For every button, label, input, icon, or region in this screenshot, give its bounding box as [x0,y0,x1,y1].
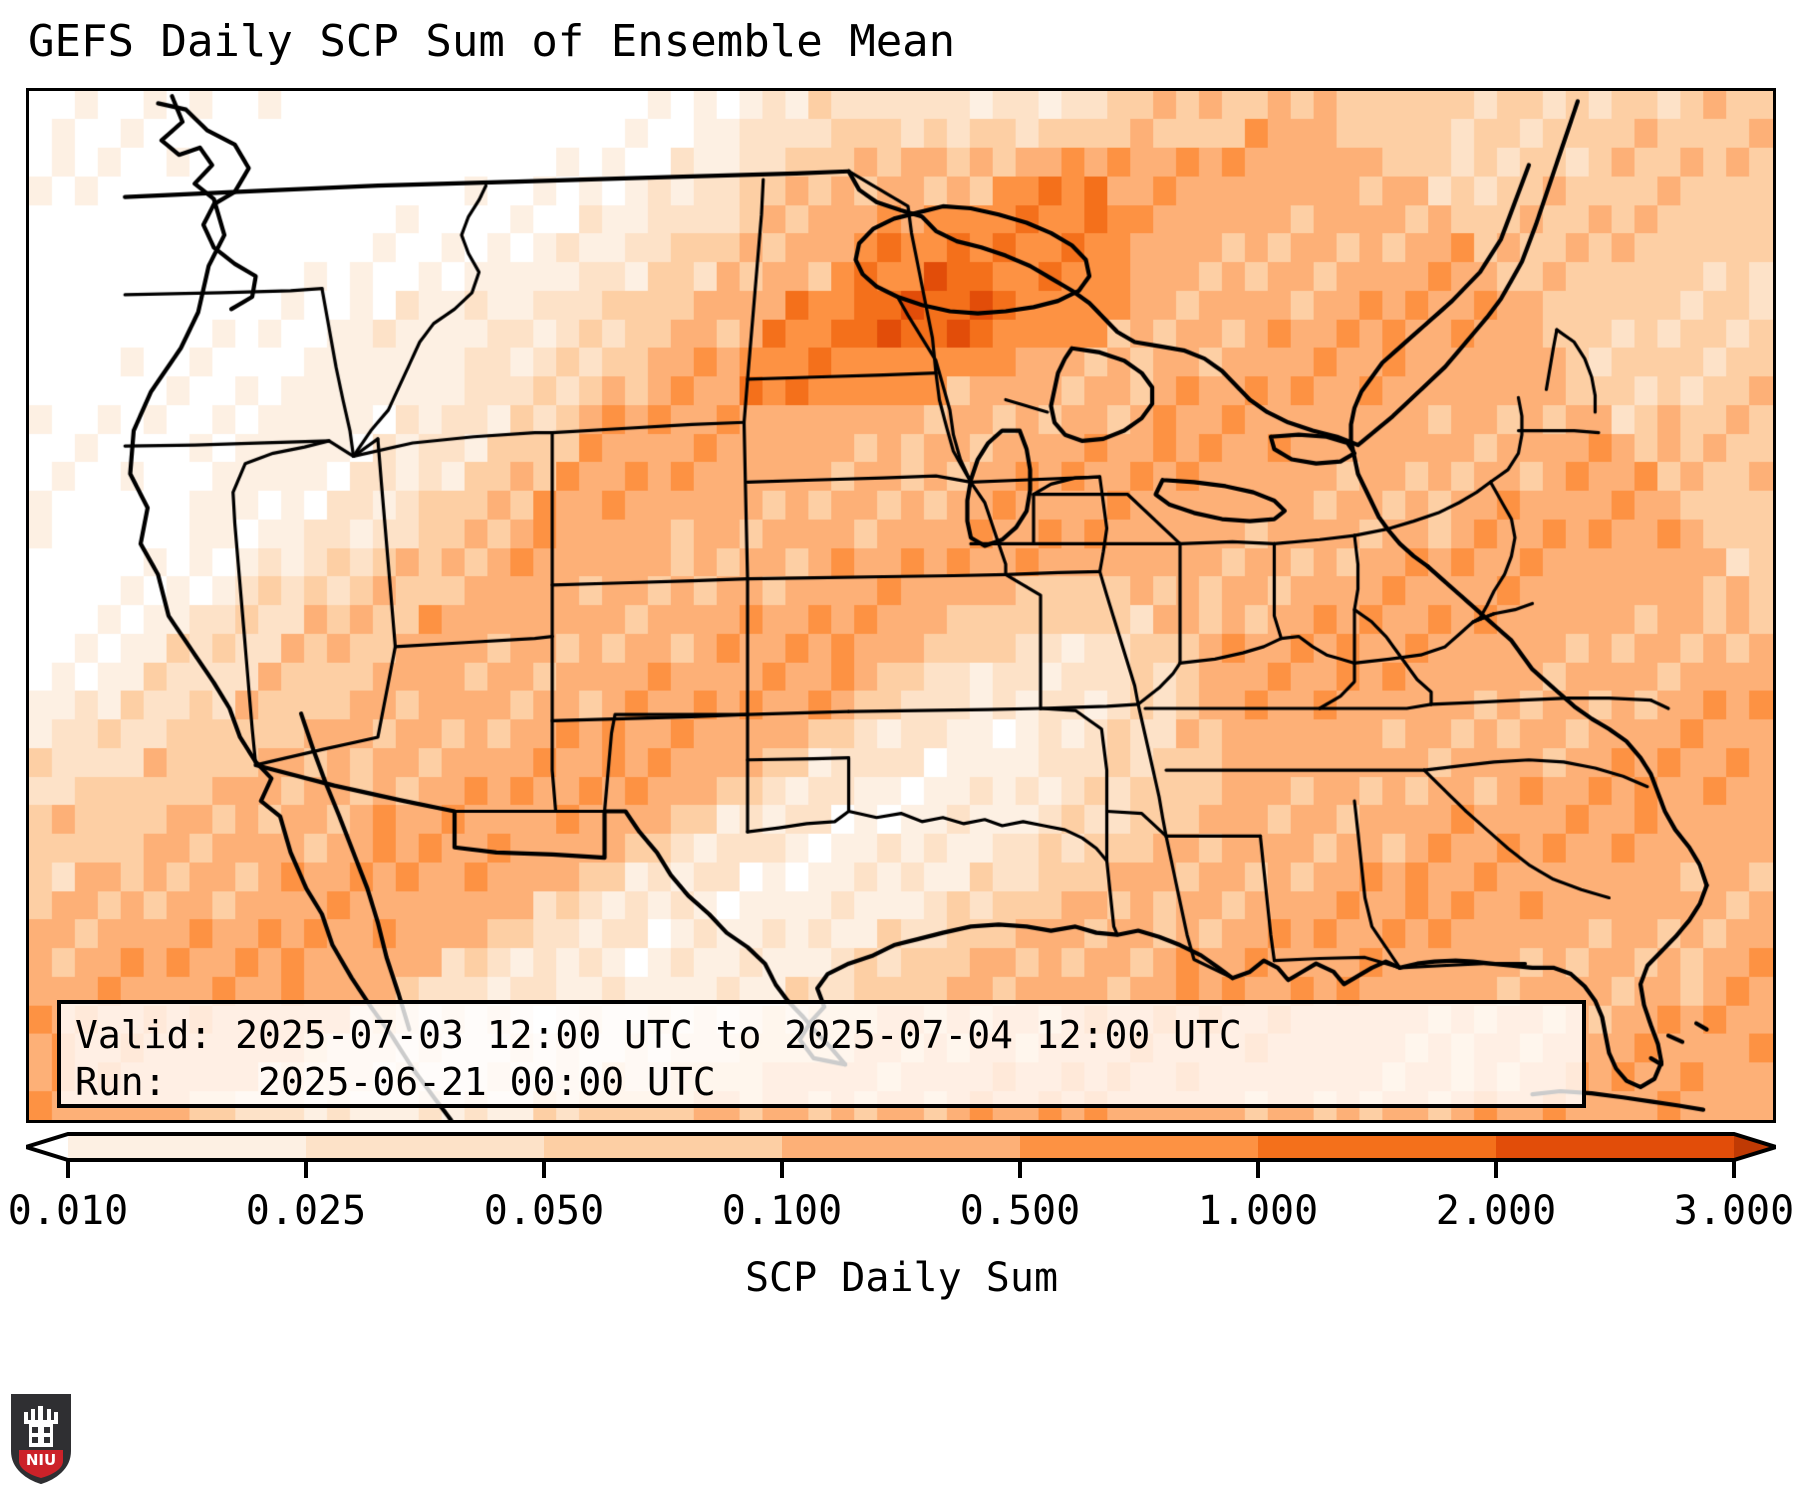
castle-windows-icon [32,1427,50,1443]
colorbar-bands [26,1134,1776,1160]
page-title: GEFS Daily SCP Sum of Ensemble Mean [28,16,956,67]
colorbar-band [1258,1134,1497,1160]
colorbar-ticks [26,1132,1776,1178]
map-plot-area [26,88,1776,1123]
colorbar-tick-label: 0.100 [721,1188,843,1234]
colorbar-band [544,1134,783,1160]
niu-banner-icon [19,1450,63,1478]
run-time-line: Run: 2025-06-21 00:00 UTC [75,1060,716,1104]
colorbar-band [1496,1134,1735,1160]
colorbar-tick-label: 0.010 [7,1188,129,1234]
colorbar-band [1020,1134,1259,1160]
colorbar-tick-label: 3.000 [1673,1188,1795,1234]
niu-shield-logo: NIU [10,1393,72,1485]
colorbar-band [306,1134,545,1160]
colorbar-under-arrow [26,1134,68,1160]
valid-time-line: Valid: 2025-07-03 12:00 UTC to 2025-07-0… [75,1013,1242,1057]
colorbar-tick-label: 1.000 [1197,1188,1319,1234]
colorbar-axis-label: SCP Daily Sum [744,1255,1059,1301]
forecast-info-box: Valid: 2025-07-03 12:00 UTC to 2025-07-0… [57,1000,1586,1108]
colorbar-band [782,1134,1021,1160]
colorbar-svg [26,1132,1776,1178]
scp-heatmap-canvas [29,91,1773,1120]
colorbar-tick-labels: 0.010 0.025 0.050 0.100 0.500 1.000 2.000 3.000 [8,1188,1794,1248]
colorbar-tick-label: 0.500 [959,1188,1081,1234]
colorbar-tick-label: 0.050 [483,1188,605,1234]
niu-wordmark: NIU [26,1451,56,1469]
colorbar-over-arrow [1734,1134,1776,1160]
colorbar-tick-label: 2.000 [1435,1188,1557,1234]
colorbar [26,1128,1776,1192]
niu-logo-svg: NIU [11,1394,71,1485]
colorbar-tick-label: 0.025 [245,1188,367,1234]
colorbar-band [68,1134,307,1160]
